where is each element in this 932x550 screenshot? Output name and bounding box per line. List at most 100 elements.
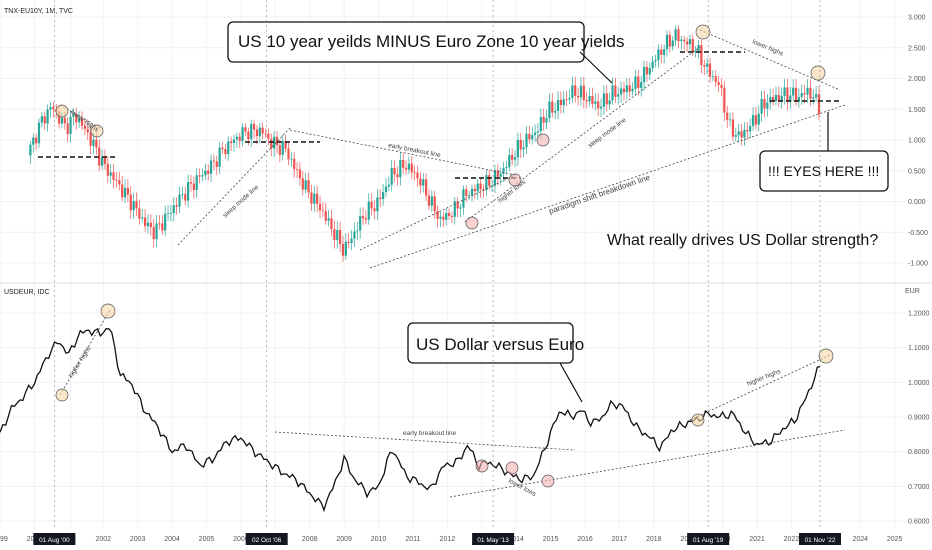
candle-body <box>109 172 112 176</box>
candle-body <box>720 84 723 88</box>
candle-body <box>118 180 121 185</box>
top-y-tick-label: 0.500 <box>908 168 926 175</box>
x-tick-label: 2002 <box>95 536 111 543</box>
candle-body <box>591 96 594 104</box>
usdeur-line <box>0 327 821 513</box>
candle-body <box>731 119 735 137</box>
candle-body <box>528 133 531 140</box>
candle-body <box>783 87 786 97</box>
candle-body <box>344 241 347 256</box>
candle-body <box>307 180 310 193</box>
candle-body <box>508 154 511 168</box>
x-tick-label: 2024 <box>852 536 868 543</box>
candle-body <box>723 87 726 113</box>
candle-body <box>275 136 279 146</box>
candle-body <box>436 211 439 219</box>
bottom-y-tick-label: 0.6000 <box>908 519 930 526</box>
candle-body <box>648 68 651 75</box>
candle-body <box>769 97 772 103</box>
bottom-chart-unit: EUR <box>905 288 920 295</box>
candle-body <box>617 94 620 97</box>
top-y-tick-label: 3.000 <box>908 15 926 22</box>
candle-body <box>227 141 230 155</box>
candle-body <box>680 39 683 42</box>
candle-body <box>402 159 405 168</box>
candle-body <box>399 159 402 178</box>
callout-title-text: US 10 year yeilds MINUS Euro Zone 10 yea… <box>238 32 624 51</box>
candle-body <box>330 218 333 230</box>
candle-body <box>189 182 193 184</box>
candle-body <box>786 87 789 102</box>
candle-body <box>717 82 720 85</box>
x-tick-label: 2011 <box>405 536 420 543</box>
candle-body <box>576 95 580 98</box>
x-tick-label: 2009 <box>336 536 352 543</box>
candle-body <box>554 111 557 113</box>
candle-body <box>298 169 302 179</box>
candle-body <box>347 241 350 243</box>
candle-body <box>645 66 649 75</box>
candle-body <box>800 93 803 97</box>
candle-body <box>258 127 261 137</box>
candle-body <box>89 132 92 146</box>
candle-body <box>812 97 815 99</box>
candlestick-series <box>29 25 821 262</box>
candle-body <box>490 185 494 187</box>
highlight-date-label: 01 Aug '19 <box>693 537 724 544</box>
candle-body <box>519 140 522 150</box>
candle-body <box>75 114 78 123</box>
candle-body <box>740 131 743 138</box>
candle-body <box>516 140 519 158</box>
x-tick-label: 2017 <box>612 536 628 543</box>
x-tick-label: 2022 <box>784 536 800 543</box>
candle-body <box>714 76 717 83</box>
highlight-date-box <box>799 533 842 545</box>
candle-body <box>32 137 35 145</box>
candle-body <box>631 88 634 92</box>
candle-body <box>539 116 542 132</box>
candle-body <box>281 141 284 155</box>
candle-body <box>703 65 706 67</box>
candle-body <box>155 223 158 240</box>
candle-body <box>468 195 471 197</box>
candle-body <box>273 136 276 149</box>
candle-body <box>106 163 109 176</box>
candle-body <box>614 85 617 97</box>
candle-body <box>135 201 138 209</box>
candle-body <box>333 229 336 241</box>
x-tick-label: 2006 <box>233 536 249 543</box>
candle-body <box>611 85 614 101</box>
candle-body <box>382 192 385 200</box>
candle-body <box>447 213 451 216</box>
candle-body <box>178 194 181 207</box>
candle-body <box>663 49 666 55</box>
candle-body <box>450 215 454 217</box>
candle-body <box>143 217 147 227</box>
candle-body <box>410 163 413 173</box>
candle-body <box>181 194 184 195</box>
candle-body <box>777 94 780 101</box>
candle-body <box>760 98 763 114</box>
candle-body <box>387 184 390 187</box>
x-tick-label: 2015 <box>543 536 559 543</box>
candle-body <box>620 88 623 95</box>
candle-body <box>161 223 164 231</box>
candle-body <box>465 189 468 197</box>
candle-body <box>235 136 238 140</box>
candle-body <box>350 238 353 243</box>
candle-body <box>488 175 491 186</box>
candle-body <box>551 101 554 113</box>
candle-body <box>370 201 373 209</box>
candle-body <box>284 141 287 149</box>
candle-body <box>324 211 327 221</box>
candle-body <box>123 187 127 198</box>
candle-body <box>192 183 195 190</box>
candle-body <box>574 85 577 96</box>
candle-body <box>100 157 104 166</box>
candle-body <box>149 222 152 228</box>
candle-body <box>657 49 660 61</box>
candle-body <box>287 148 290 160</box>
candle-body <box>817 94 821 114</box>
top-chart-symbol: TNX-EU10Y, 1M, TVC <box>4 8 73 15</box>
